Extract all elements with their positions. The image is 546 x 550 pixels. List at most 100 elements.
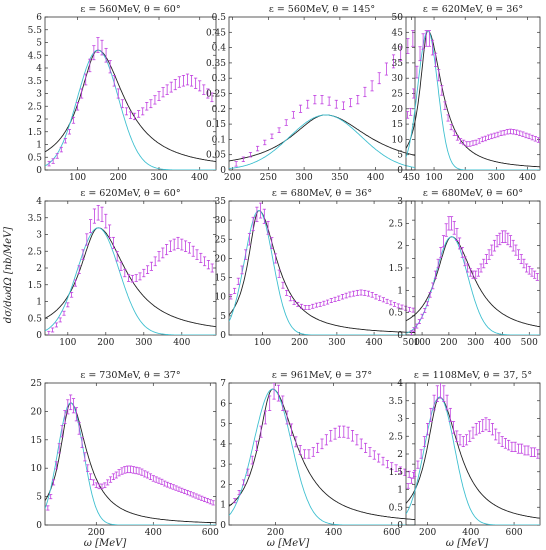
data-point: [500, 436, 504, 447]
data-point: [263, 139, 267, 146]
data-point: [444, 223, 448, 237]
data-point: [439, 247, 443, 258]
data-point: [142, 268, 146, 278]
fit-curve: [406, 30, 540, 170]
data-point: [120, 99, 124, 109]
data-point: [490, 244, 494, 256]
data-point: [208, 499, 212, 505]
data-point: [183, 488, 187, 495]
data-point: [104, 47, 108, 63]
y-tick-label: 3: [36, 231, 42, 241]
data-point: [341, 101, 346, 110]
y-tick-label: 0.5: [28, 314, 43, 324]
data-point: [514, 244, 518, 256]
data-point: [492, 239, 497, 252]
data-point: [455, 135, 460, 141]
y-tick-label: 35: [215, 197, 227, 207]
x-tick-label: 200: [291, 338, 308, 348]
data-point: [291, 111, 295, 119]
data-point: [89, 219, 93, 234]
x-axis-label-col3: ω [MeV]: [446, 538, 489, 549]
data-point: [452, 220, 456, 235]
data-point: [62, 310, 66, 316]
data-point: [499, 130, 503, 136]
data-point: [446, 114, 450, 122]
data-point: [449, 216, 454, 231]
data-point: [348, 291, 352, 298]
data-point: [84, 73, 88, 86]
x-tick-label: 200: [440, 338, 457, 348]
data-point: [392, 301, 397, 307]
data-point: [409, 477, 414, 484]
data-point: [66, 399, 70, 415]
data-point: [521, 131, 525, 137]
data-point: [160, 478, 164, 485]
model-curve: [229, 114, 415, 162]
data-point: [406, 38, 410, 54]
data-point: [173, 79, 177, 91]
data-point: [240, 265, 244, 275]
panel-7: ε = 730MeV, θ = 37° 200 400 600 0 5 10 15 20 25: [31, 370, 220, 538]
data-point: [276, 384, 281, 402]
data-point: [511, 239, 515, 252]
data-point: [171, 484, 175, 490]
model-curve: [406, 30, 540, 168]
data-point: [465, 141, 469, 147]
data-point: [307, 305, 311, 310]
x-tick-label: 200: [457, 173, 474, 183]
panel-title: ε = 620MeV, θ = 36°: [423, 4, 523, 15]
data-point: [248, 152, 253, 158]
data-point: [134, 466, 138, 475]
data-point: [146, 265, 150, 274]
data-point: [187, 242, 191, 254]
data-point: [434, 52, 438, 67]
data-point: [532, 447, 537, 457]
y-tick-label: 2: [220, 480, 226, 490]
fit-curve: [45, 227, 216, 335]
data-point: [333, 296, 337, 302]
x-tick-label: 200: [88, 528, 105, 538]
y-tick-label: 3.5: [28, 214, 43, 224]
data-point: [191, 245, 195, 257]
data-point: [298, 445, 302, 455]
data-point: [303, 305, 307, 310]
data-point: [100, 483, 104, 490]
y-tick-label: 20: [215, 254, 227, 264]
y-tick-label: 0: [36, 166, 42, 176]
data-point: [381, 297, 385, 303]
data-point: [406, 111, 410, 119]
y-tick-label: 25: [31, 379, 43, 389]
y-tick-label: 15: [31, 436, 43, 446]
data-point: [484, 254, 488, 265]
data-point: [423, 308, 427, 313]
data-point: [451, 421, 456, 434]
y-tick-label: 1: [397, 486, 403, 496]
data-point: [51, 479, 56, 486]
data-point: [294, 436, 298, 448]
data-point: [210, 92, 214, 103]
data-point: [74, 407, 78, 422]
fit-curve: [229, 114, 415, 170]
data-point: [471, 270, 475, 279]
y-tick-label: 5: [397, 151, 403, 161]
data-point: [191, 492, 195, 498]
data-point: [413, 470, 417, 478]
x-tick-label: 200: [224, 173, 241, 183]
x-tick-label: 600: [202, 528, 219, 538]
data-point: [259, 202, 263, 219]
y-tick-label: 0: [220, 166, 226, 176]
x-tick-label: 400: [494, 338, 511, 348]
panel-title: ε = 620MeV, θ = 60°: [80, 188, 180, 199]
y-tick-label: 1: [220, 501, 226, 511]
y-tick-label: 3.5: [389, 397, 404, 407]
x-tick-label: 100: [413, 338, 430, 348]
data-point: [97, 483, 101, 490]
y-tick-label: 0.45: [206, 28, 226, 38]
data-point: [104, 213, 108, 229]
data-point: [268, 395, 272, 411]
data-point: [416, 460, 420, 469]
data-point: [200, 495, 204, 501]
data-point: [484, 417, 488, 431]
y-tick-label: 10: [215, 293, 227, 303]
